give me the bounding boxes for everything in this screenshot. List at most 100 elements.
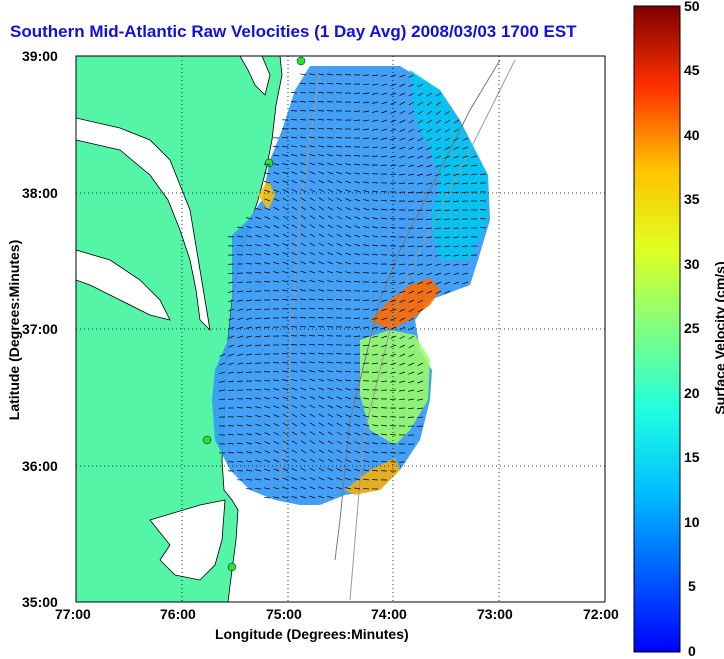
- velocity-arrow: [246, 424, 253, 427]
- velocity-arrow: [327, 378, 334, 382]
- velocity-arrow: [273, 459, 280, 463]
- velocity-arrow: [354, 405, 361, 409]
- velocity-arrow: [273, 271, 280, 274]
- velocity-arrow: [309, 298, 316, 301]
- velocity-arrow: [390, 137, 397, 141]
- velocity-arrow: [354, 207, 361, 211]
- velocity-arrow: [245, 479, 253, 481]
- velocity-arrow: [255, 432, 262, 436]
- velocity-arrow: [344, 370, 352, 373]
- velocity-arrow: [462, 155, 469, 159]
- velocity-arrow: [255, 326, 262, 329]
- velocity-arrow: [380, 164, 388, 166]
- velocity-arrow: [308, 101, 316, 103]
- velocity-arrow: [309, 396, 316, 400]
- velocity-arrow: [362, 299, 370, 301]
- velocity-arrow: [336, 477, 343, 481]
- velocity-arrow: [300, 477, 307, 481]
- velocity-arrow: [408, 344, 415, 349]
- velocity-arrow: [408, 110, 415, 115]
- velocity-arrow: [291, 162, 298, 166]
- velocity-arrow: [309, 188, 316, 193]
- velocity-arrow: [371, 290, 379, 293]
- colorbar: [633, 5, 681, 653]
- velocity-arrow: [300, 387, 307, 391]
- colorbar-tick-label: 5: [688, 578, 696, 594]
- velocity-arrow: [354, 423, 361, 427]
- velocity-arrow: [425, 236, 433, 239]
- velocity-arrow: [326, 352, 334, 355]
- velocity-arrow: [353, 110, 361, 112]
- velocity-arrow: [345, 487, 352, 490]
- velocity-arrow: [354, 234, 361, 238]
- velocity-arrow: [372, 119, 379, 122]
- velocity-arrow: [282, 171, 289, 175]
- velocity-arrow: [372, 208, 379, 211]
- velocity-arrow: [236, 460, 244, 463]
- velocity-arrow: [290, 128, 298, 130]
- velocity-arrow: [327, 289, 334, 292]
- colorbar-tick-label: 15: [684, 449, 700, 465]
- velocity-arrow: [318, 378, 325, 382]
- velocity-arrow: [399, 173, 406, 176]
- velocity-arrow: [309, 449, 316, 454]
- velocity-arrow: [282, 233, 289, 238]
- velocity-arrow: [426, 272, 433, 276]
- velocity-arrow: [272, 289, 280, 292]
- velocity-arrow: [444, 245, 451, 248]
- colorbar-tick-label: 50: [684, 0, 700, 14]
- velocity-arrow: [462, 146, 469, 150]
- velocity-arrow: [381, 344, 388, 348]
- velocity-arrow: [407, 191, 415, 193]
- velocity-arrow: [300, 270, 307, 274]
- velocity-arrow: [263, 335, 271, 337]
- velocity-arrow: [443, 209, 451, 211]
- velocity-arrow: [371, 253, 379, 256]
- velocity-arrow: [335, 83, 343, 85]
- velocity-arrow: [246, 353, 253, 356]
- velocity-arrow: [417, 101, 424, 106]
- velocity-arrow: [282, 270, 289, 274]
- velocity-arrow: [462, 173, 469, 176]
- velocity-arrow: [273, 252, 280, 256]
- velocity-arrow: [273, 477, 280, 481]
- velocity-arrow: [246, 244, 253, 247]
- velocity-arrow: [363, 317, 370, 320]
- velocity-arrow: [353, 101, 361, 103]
- velocity-arrow: [309, 127, 316, 130]
- velocity-arrow: [309, 413, 316, 418]
- velocity-arrow: [237, 424, 244, 427]
- velocity-arrow: [435, 155, 442, 159]
- grid-lines: [76, 56, 605, 602]
- velocity-arrow: [453, 173, 460, 176]
- velocity-arrow: [462, 182, 469, 185]
- velocity-arrow: [345, 423, 352, 427]
- velocity-arrow: [227, 434, 235, 436]
- velocity-arrow: [336, 449, 343, 454]
- velocity-arrow: [282, 440, 289, 445]
- velocity-arrow: [228, 371, 235, 374]
- velocity-arrow: [408, 362, 415, 366]
- velocity-arrow: [444, 281, 451, 285]
- velocity-arrow: [363, 216, 370, 220]
- velocity-arrow: [452, 200, 460, 202]
- velocity-arrow: [390, 362, 397, 366]
- velocity-arrow: [291, 431, 298, 436]
- velocity-arrow: [300, 486, 307, 490]
- velocity-arrow: [444, 155, 451, 159]
- velocity-arrow: [291, 136, 298, 139]
- velocity-arrow: [309, 289, 316, 292]
- velocity-arrow: [381, 119, 388, 123]
- velocity-arrow: [354, 252, 361, 256]
- velocity-arrow: [228, 317, 235, 321]
- velocity-arrow: [372, 137, 379, 140]
- velocity-arrow: [390, 326, 397, 330]
- velocity-arrow: [444, 128, 451, 133]
- velocity-arrow: [399, 83, 406, 87]
- velocity-arrow: [408, 317, 415, 322]
- velocity-arrow: [291, 486, 298, 490]
- velocity-arrow: [336, 163, 343, 166]
- velocity-arrow: [408, 137, 415, 141]
- velocity-arrow: [326, 344, 334, 346]
- velocity-arrow: [363, 406, 370, 409]
